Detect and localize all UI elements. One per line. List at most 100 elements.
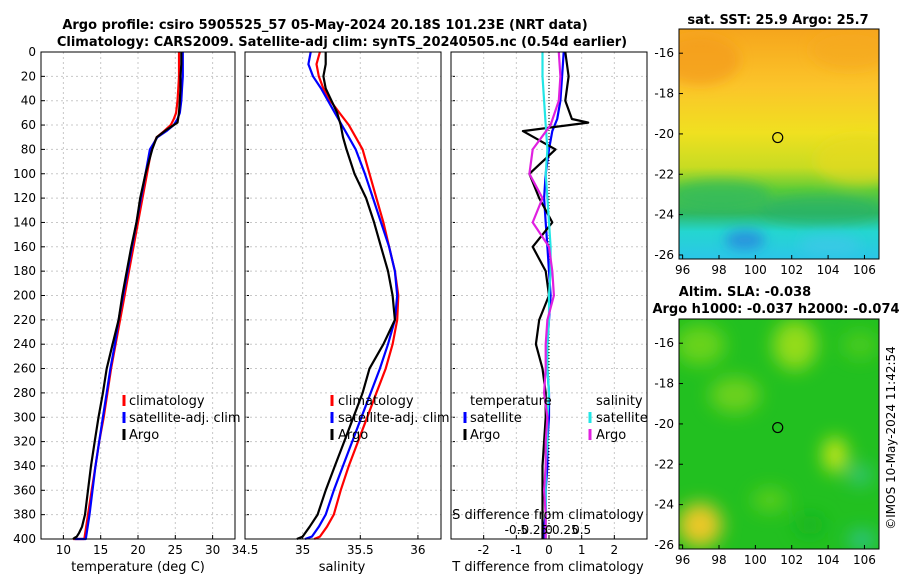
x-tick-label: 35.5 xyxy=(347,543,374,557)
y-tick-label: 380 xyxy=(13,508,36,522)
map-x-label: 100 xyxy=(744,553,767,567)
map-y-label: -18 xyxy=(654,87,674,101)
temperature-legend: climatology satellite-adj. clim Argo xyxy=(122,394,241,443)
series-salinity-argo xyxy=(528,51,562,539)
map-y-label: -16 xyxy=(654,336,674,350)
map-x-label: 96 xyxy=(675,553,690,567)
legend-t-argo: Argo xyxy=(470,428,500,443)
y-tick-label: 40 xyxy=(21,94,36,108)
copyright: ©IMOS 10-May-2024 11:42:54 xyxy=(884,346,898,530)
sla-axis-ticks: 96 98 100 102 104 106 -16 -18 -20 -22 -24 -26 xyxy=(654,336,876,567)
legend-group-temperature: temperature xyxy=(470,394,552,409)
y-tick-label: 160 xyxy=(13,240,36,254)
legend-s-argo: Argo xyxy=(596,428,626,443)
difference-grid xyxy=(451,52,647,539)
series-satellite-adj-clim xyxy=(304,51,399,541)
y-tick-label: 0 xyxy=(28,45,36,59)
x-tick-label: 35 xyxy=(295,543,310,557)
temperature-x-ticks: 10 15 20 25 30 xyxy=(56,535,220,557)
sst-map: 96 98 100 102 104 106 -16 -18 -20 -22 -24 -26 xyxy=(654,28,880,277)
t-diff-xlabel: T difference from climatology xyxy=(451,560,644,575)
x-tick-label: 2 xyxy=(611,543,619,557)
legend-group-salinity: salinity xyxy=(596,394,643,409)
s-tick-label: -0.25 xyxy=(517,523,548,537)
map-y-label: -16 xyxy=(654,46,674,60)
map-x-label: 102 xyxy=(780,553,803,567)
map-x-label: 98 xyxy=(711,553,726,567)
temperature-xlabel: temperature (deg C) xyxy=(71,560,205,575)
salinity-series xyxy=(296,51,400,541)
map-y-label: -22 xyxy=(654,167,674,181)
difference-series xyxy=(521,51,590,539)
map-x-label: 106 xyxy=(853,263,876,277)
y-tick-label: 20 xyxy=(21,69,36,83)
temperature-grid xyxy=(41,52,235,539)
difference-legend: temperature satellite Argo salinity sate… xyxy=(463,394,648,443)
t-diff-x-ticks: -2 -1 0 1 2 xyxy=(478,535,618,557)
legend-t-satellite: satellite xyxy=(470,411,522,426)
x-tick-label: 15 xyxy=(93,543,108,557)
y-tick-label: 320 xyxy=(13,435,36,449)
sst-argo-location-marker xyxy=(772,131,784,144)
map-x-label: 100 xyxy=(744,263,767,277)
legend-s-satellite: satellite xyxy=(596,411,648,426)
sla-argo-location-marker xyxy=(772,421,784,434)
y-tick-label: 80 xyxy=(21,142,36,156)
salinity-frame xyxy=(244,51,442,540)
s-tick-label: 0.5 xyxy=(572,523,591,537)
sla-frame xyxy=(678,318,880,550)
s-diff-x-ticks: -0.5-0.250 0.250.5 xyxy=(505,523,592,537)
map-y-label: -24 xyxy=(654,208,674,222)
y-tick-label: 120 xyxy=(13,191,36,205)
depth-y-ticks: 0 20 40 60 80 100 120 140 160 180 200 220 240 260 280 3… xyxy=(13,45,455,546)
series-argo xyxy=(72,52,183,540)
map-y-label: -24 xyxy=(654,498,674,512)
x-tick-label: 1 xyxy=(578,543,586,557)
series-climatology xyxy=(73,52,181,541)
map-x-label: 104 xyxy=(817,553,840,567)
series-argo xyxy=(296,52,396,541)
legend-climatology: climatology xyxy=(129,394,205,409)
y-tick-label: 60 xyxy=(21,118,36,132)
y-tick-label: 360 xyxy=(13,483,36,497)
y-tick-label: 200 xyxy=(13,289,36,303)
map-x-label: 102 xyxy=(780,263,803,277)
y-tick-label: 100 xyxy=(13,167,36,181)
sst-axis-ticks: 96 98 100 102 104 106 -16 -18 -20 -22 -24 -26 xyxy=(654,46,876,277)
x-tick-label: 36 xyxy=(410,543,425,557)
difference-panel: -2 -1 0 1 2 -0.5-0.250 0.250.5 S difference f… xyxy=(450,51,648,575)
x-tick-label: 30 xyxy=(205,543,220,557)
map-y-label: -20 xyxy=(654,127,674,141)
salinity-panel: 34.5 35 35.5 36 salinity climatology satell… xyxy=(232,51,450,575)
sla-map: 96 98 100 102 104 106 -16 -18 -20 -22 -24 -26 xyxy=(654,318,880,567)
map-x-label: 96 xyxy=(675,263,690,277)
map-y-label: -22 xyxy=(654,457,674,471)
legend-climatology-2: climatology xyxy=(338,394,414,409)
y-tick-label: 260 xyxy=(13,362,36,376)
x-tick-label: 34.5 xyxy=(232,543,259,557)
x-tick-label: -2 xyxy=(478,543,490,557)
x-tick-label: 0 xyxy=(545,543,553,557)
legend-argo: Argo xyxy=(129,428,159,443)
map-y-label: -18 xyxy=(654,377,674,391)
sst-title: sat. SST: 25.9 Argo: 25.7 xyxy=(687,13,868,28)
map-y-label: -26 xyxy=(654,248,674,262)
s-tick-label: 0 xyxy=(545,523,553,537)
y-tick-label: 240 xyxy=(13,337,36,351)
y-tick-label: 180 xyxy=(13,264,36,278)
salinity-xlabel: salinity xyxy=(319,560,366,575)
y-tick-label: 280 xyxy=(13,386,36,400)
x-tick-label: -1 xyxy=(510,543,522,557)
temperature-series xyxy=(72,52,184,541)
title-line1: Argo profile: csiro 5905525_57 05-May-20… xyxy=(62,18,587,33)
map-x-label: 98 xyxy=(711,263,726,277)
x-tick-label: 20 xyxy=(130,543,145,557)
y-tick-label: 140 xyxy=(13,215,36,229)
x-tick-label: 10 xyxy=(56,543,71,557)
map-x-label: 104 xyxy=(817,263,840,277)
sst-frame xyxy=(678,28,880,260)
y-tick-label: 340 xyxy=(13,459,36,473)
y-tick-label: 400 xyxy=(13,532,36,546)
temperature-panel: 10 15 20 25 30 0 20 40 60 80 100 120 140 160 180 200 22… xyxy=(13,45,455,575)
